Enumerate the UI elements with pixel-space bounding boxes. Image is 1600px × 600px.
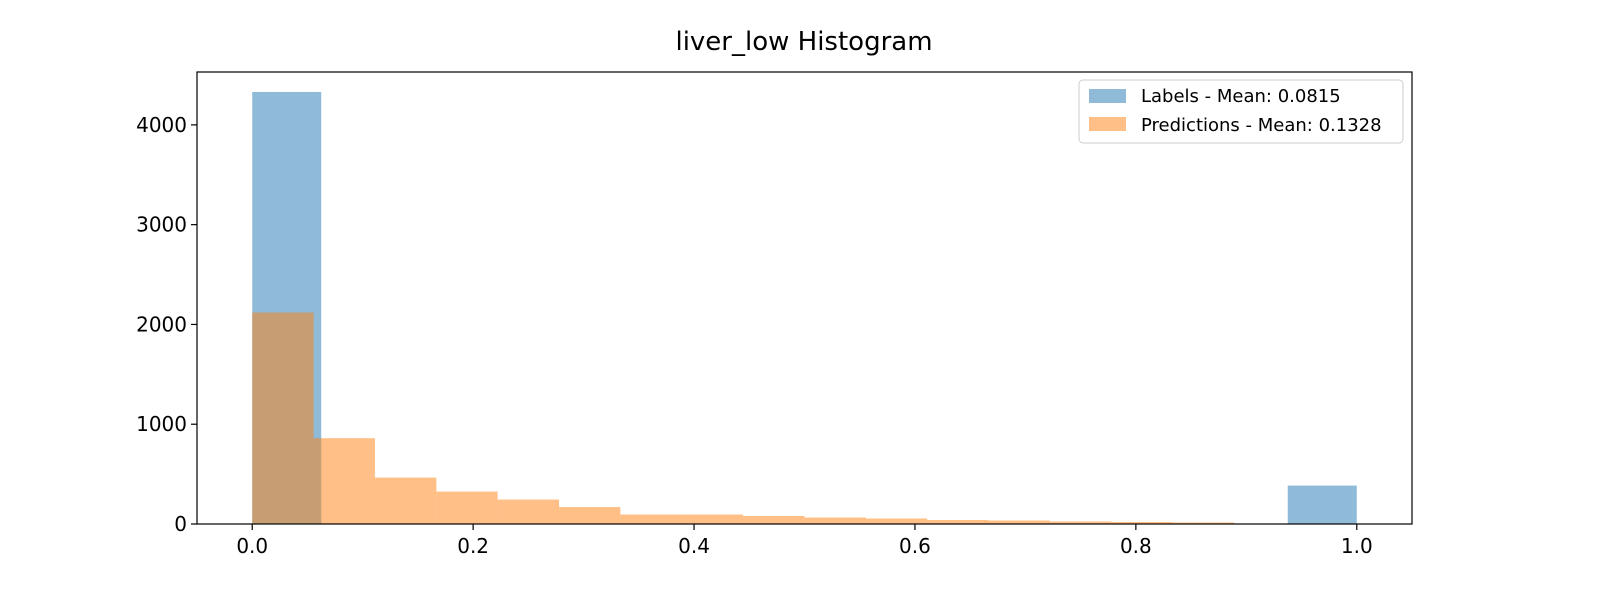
bars-layer: [252, 91, 1357, 525]
x-tick-label: 0.4: [678, 534, 710, 558]
histogram-bar-predictions-14: [1111, 522, 1173, 524]
y-tick-label: 1000: [136, 412, 187, 436]
histogram-bar-predictions-1: [313, 438, 375, 524]
x-tick-label: 0.2: [457, 534, 489, 558]
legend-box: [1078, 79, 1404, 144]
legend-swatch-labels: [1089, 89, 1126, 103]
legend-swatch-predictions: [1089, 117, 1126, 131]
y-axis: 0 1000 2000 3000 4000: [136, 113, 197, 536]
histogram-bar-predictions-3: [436, 491, 498, 524]
x-tick-label: 0.0: [236, 534, 268, 558]
histogram-bar-predictions-6: [620, 514, 682, 524]
histogram-bar-predictions-8: [743, 516, 805, 524]
histogram-bar-labels-1: [1287, 485, 1357, 524]
histogram-bar-predictions-4: [497, 499, 560, 524]
x-tick-label: 0.6: [899, 534, 931, 558]
y-tick-label: 0: [174, 512, 187, 536]
legend-label-predictions: Predictions - Mean: 0.1328: [1141, 115, 1382, 136]
histogram-bar-predictions-5: [559, 507, 621, 524]
legend-label-labels: Labels - Mean: 0.0815: [1141, 86, 1341, 107]
histogram-bar-predictions-9: [804, 517, 866, 524]
chart-title: liver_low Histogram: [675, 27, 932, 57]
y-tick-label: 2000: [136, 312, 187, 336]
histogram-bar-predictions-10: [865, 518, 928, 524]
histogram-bar-predictions-15: [1172, 522, 1235, 524]
histogram-bar-predictions-0: [252, 312, 314, 524]
y-tick-label: 3000: [136, 213, 187, 237]
histogram-bar-predictions-11: [927, 520, 989, 524]
histogram-bar-predictions-2: [374, 477, 437, 524]
histogram-bar-predictions-7: [681, 514, 744, 524]
x-tick-label: 0.8: [1120, 534, 1152, 558]
histogram-bar-predictions-12: [988, 520, 1050, 524]
x-tick-label: 1.0: [1341, 534, 1373, 558]
x-axis: 0.0 0.2 0.4 0.6 0.8 1.0: [236, 524, 1373, 558]
plot-frame: [196, 71, 1413, 525]
histogram-bar-predictions-13: [1049, 521, 1112, 524]
legend: Labels - Mean: 0.0815 Predictions - Mean…: [1078, 79, 1404, 144]
y-tick-label: 4000: [136, 113, 187, 137]
